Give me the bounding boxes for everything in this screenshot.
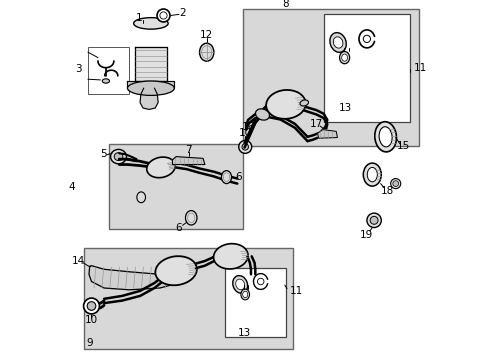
Ellipse shape: [137, 192, 145, 203]
Circle shape: [392, 181, 398, 186]
Ellipse shape: [238, 140, 251, 153]
Ellipse shape: [213, 244, 247, 269]
Bar: [224, 268, 285, 337]
Ellipse shape: [133, 18, 168, 29]
Text: 4: 4: [68, 182, 75, 192]
Text: 15: 15: [396, 141, 409, 151]
Text: 7: 7: [185, 145, 192, 156]
Polygon shape: [317, 130, 337, 138]
Ellipse shape: [265, 90, 305, 119]
Bar: [242, 9, 418, 146]
Ellipse shape: [242, 291, 247, 298]
Text: 13: 13: [237, 328, 251, 338]
Ellipse shape: [110, 149, 126, 164]
Bar: [323, 14, 409, 122]
Text: 2: 2: [179, 8, 185, 18]
Text: 8: 8: [282, 0, 288, 9]
Ellipse shape: [378, 127, 391, 147]
Text: 16: 16: [241, 122, 254, 132]
Polygon shape: [172, 157, 204, 165]
Ellipse shape: [232, 276, 247, 293]
Ellipse shape: [339, 51, 349, 64]
Bar: [84, 248, 292, 349]
Text: 14: 14: [72, 256, 85, 266]
Text: 17: 17: [309, 119, 323, 129]
Text: 9: 9: [87, 338, 93, 348]
Bar: [88, 47, 129, 94]
Circle shape: [83, 298, 99, 314]
Polygon shape: [140, 88, 158, 109]
Ellipse shape: [255, 109, 269, 120]
Circle shape: [369, 216, 377, 224]
Polygon shape: [134, 47, 167, 81]
Text: 5: 5: [100, 149, 106, 159]
Circle shape: [257, 278, 264, 285]
Ellipse shape: [374, 122, 396, 152]
Polygon shape: [127, 81, 174, 88]
Text: 10: 10: [238, 128, 251, 138]
Text: 3: 3: [75, 64, 81, 74]
Text: 10: 10: [85, 315, 98, 325]
Ellipse shape: [363, 163, 381, 186]
Ellipse shape: [114, 153, 122, 161]
Ellipse shape: [241, 289, 249, 300]
Ellipse shape: [102, 79, 109, 83]
Ellipse shape: [146, 157, 175, 178]
Ellipse shape: [329, 33, 346, 52]
Text: 6: 6: [235, 172, 241, 182]
Circle shape: [366, 213, 381, 228]
Ellipse shape: [185, 211, 197, 225]
Circle shape: [87, 302, 96, 310]
Circle shape: [242, 144, 248, 150]
Polygon shape: [89, 266, 170, 290]
Ellipse shape: [221, 171, 231, 184]
Ellipse shape: [235, 279, 244, 290]
Text: 6: 6: [175, 222, 182, 233]
Circle shape: [363, 35, 370, 42]
Ellipse shape: [341, 54, 347, 61]
Text: 12: 12: [200, 30, 213, 40]
Ellipse shape: [333, 37, 342, 48]
Text: 11: 11: [289, 286, 302, 296]
Text: 18: 18: [380, 186, 393, 196]
Circle shape: [157, 9, 170, 22]
Ellipse shape: [155, 256, 197, 285]
Bar: [109, 144, 242, 229]
Text: 1: 1: [136, 13, 142, 23]
Circle shape: [390, 179, 400, 189]
Ellipse shape: [199, 43, 213, 61]
Ellipse shape: [127, 81, 174, 95]
Text: 11: 11: [413, 63, 426, 73]
Ellipse shape: [366, 167, 377, 182]
Ellipse shape: [300, 100, 308, 106]
Text: 19: 19: [359, 230, 372, 240]
Text: 13: 13: [338, 103, 351, 113]
